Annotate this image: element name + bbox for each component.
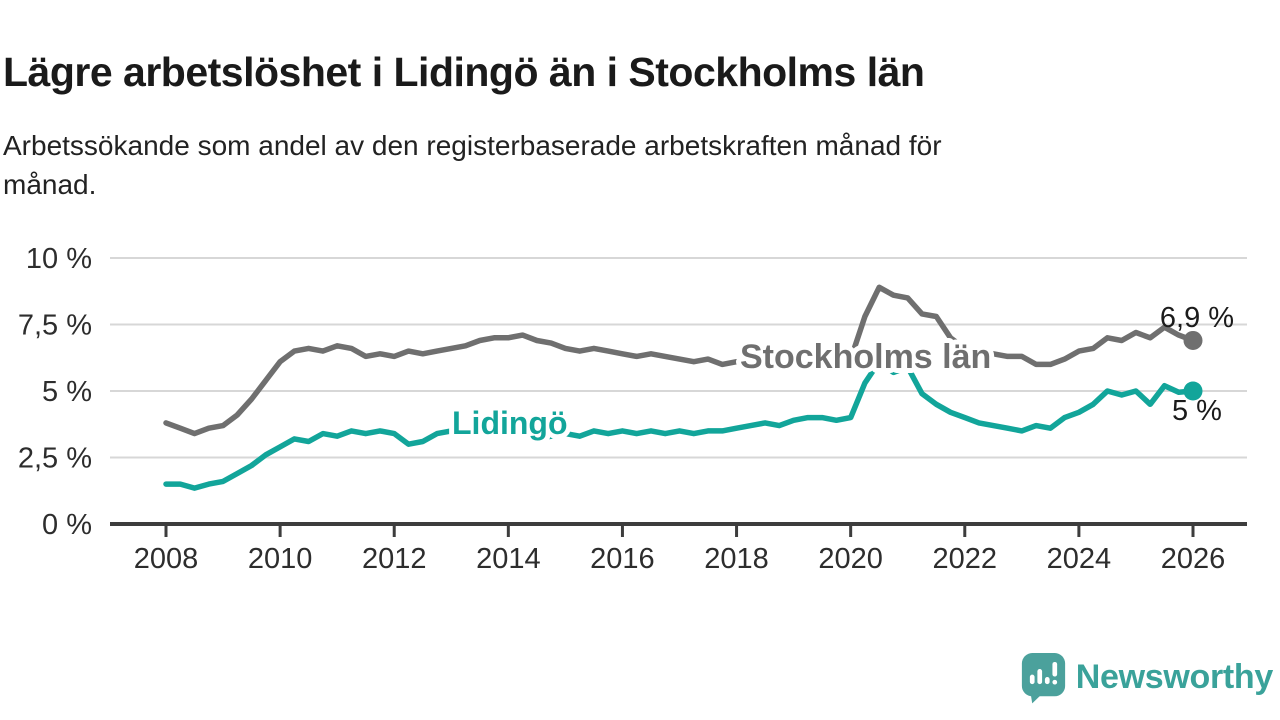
y-tick-label: 10 % (26, 243, 92, 275)
x-tick-label: 2008 (134, 543, 199, 575)
x-tick-label: 2022 (933, 543, 998, 575)
series-endpoint-dot-lidingo (1183, 381, 1203, 401)
chart-subtitle-line-1: Arbetssökande som andel av den registerb… (3, 130, 942, 161)
x-tick-label: 2020 (818, 543, 883, 575)
x-axis: 2008 2010 2012 2014 2016 2018 2020 2022 2024 2026 (110, 522, 1247, 575)
y-gridlines (110, 257, 1247, 459)
x-tick-label: 2016 (590, 543, 655, 575)
series-label-lidingo: Lidingö (452, 405, 568, 441)
y-tick-label: 2,5 % (18, 443, 92, 475)
y-tick-labels: 0 % 2,5 % 5 % 7,5 % 10 % (18, 243, 92, 541)
series-endpoint-dot-stockholms-lan (1183, 330, 1203, 350)
y-tick-label: 7,5 % (18, 310, 92, 342)
x-tick-label: 2010 (248, 543, 313, 575)
x-tick-label: 2018 (704, 543, 769, 575)
end-value-label-lidingo: 5 % (1172, 395, 1222, 427)
series-line-lidingo (163, 358, 1196, 491)
newsworthy-logo-icon (1021, 652, 1065, 703)
brand-wordmark: Newsworthy (1075, 657, 1274, 696)
chart-subtitle-line-2: månad. (3, 169, 97, 200)
brand-logo: Newsworthy (1020, 648, 1273, 706)
y-tick-label: 0 % (42, 509, 92, 541)
y-tick-label: 5 % (42, 376, 92, 408)
x-tick-label: 2012 (362, 543, 427, 575)
x-tick-label: 2014 (476, 543, 541, 575)
end-value-label-stockholms-lan: 6,9 % (1160, 302, 1234, 334)
series-line-stockholms-lan (163, 284, 1196, 437)
x-tick-label: 2026 (1161, 543, 1226, 575)
x-tick-label: 2024 (1047, 543, 1112, 575)
series-label-stockholms-lan: Stockholms län (740, 338, 991, 376)
chart-title: Lägre arbetslöshet i Lidingö än i Stockh… (3, 49, 925, 96)
chart-subtitle: Arbetssökande som andel av den registerb… (3, 126, 942, 204)
